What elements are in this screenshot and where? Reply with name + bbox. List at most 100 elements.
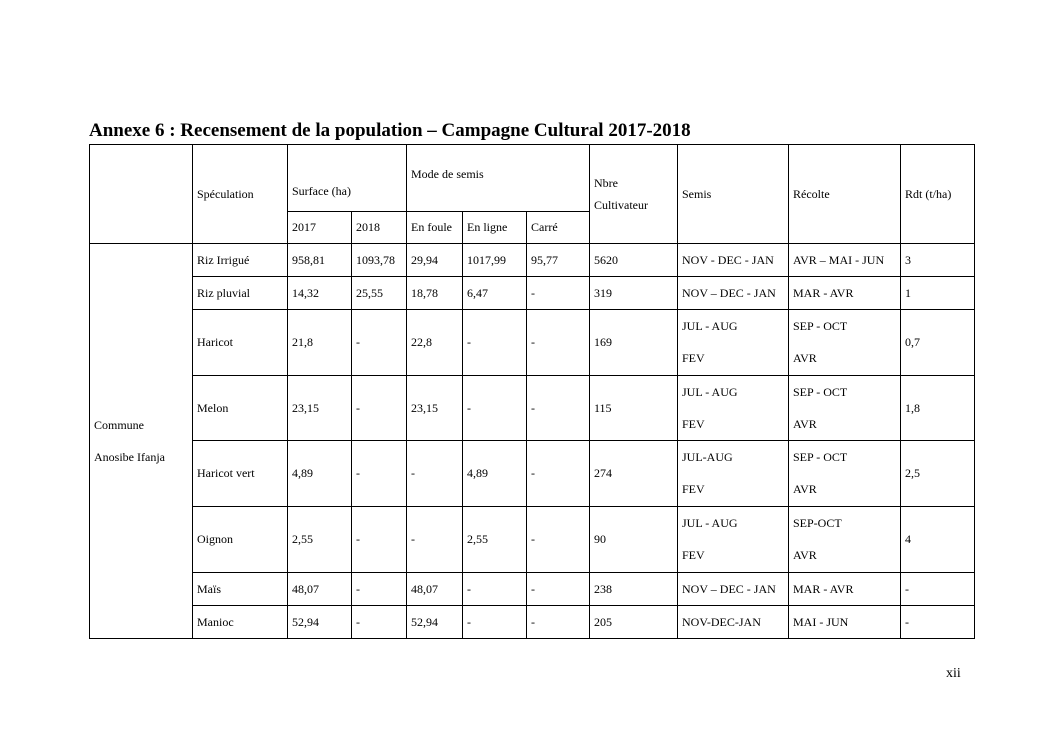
cell-text: Surface (ha) bbox=[292, 184, 351, 198]
table-cell: 90 bbox=[589, 506, 678, 573]
cell-text: AVR – MAI - JUN bbox=[793, 252, 885, 267]
table-cell: 0,7 bbox=[900, 309, 975, 376]
cell-text: Cultivateur bbox=[594, 198, 648, 212]
table-cell: 319 bbox=[589, 276, 678, 310]
table-cell: 1 bbox=[900, 276, 975, 310]
header-cell bbox=[89, 144, 193, 244]
cell-text: 23,15 bbox=[292, 400, 319, 415]
table-cell: MAI - JUN bbox=[788, 605, 901, 639]
table-cell: - bbox=[462, 375, 527, 441]
cell-text: - bbox=[467, 581, 471, 596]
cell-text: En foule bbox=[411, 220, 452, 234]
cell-text: NOV – DEC - JAN bbox=[682, 285, 776, 300]
cell-text: SEP - OCT bbox=[793, 318, 848, 333]
cell-text: - bbox=[531, 614, 535, 629]
cell-text: - bbox=[411, 532, 415, 546]
cell-text: 205 bbox=[594, 614, 612, 629]
cell-text: Carré bbox=[531, 220, 558, 234]
table-cell: - bbox=[351, 309, 407, 376]
table-cell: - bbox=[462, 309, 527, 376]
table-cell: - bbox=[351, 440, 407, 507]
header-cell: Récolte bbox=[788, 144, 901, 244]
table-cell: - bbox=[526, 440, 590, 507]
cell-text: 1,8 bbox=[905, 400, 920, 415]
cell-text: AVR bbox=[793, 351, 817, 366]
cell-text: Commune bbox=[94, 418, 144, 432]
table-cell: AVR – MAI - JUN bbox=[788, 243, 901, 277]
table-cell: Riz pluvial bbox=[192, 276, 288, 310]
table-cell: Maïs bbox=[192, 572, 288, 606]
cell-text: 5620 bbox=[594, 252, 618, 267]
table-cell: 274 bbox=[589, 440, 678, 507]
cell-text: NOV - DEC - JAN bbox=[682, 252, 774, 267]
cell-text: - bbox=[411, 466, 415, 480]
header-cell: Rdt (t/ha) bbox=[900, 144, 975, 244]
table-cell: 29,94 bbox=[406, 243, 463, 277]
cell-text: 2,55 bbox=[467, 532, 488, 546]
cell-text: 958,81 bbox=[292, 252, 325, 267]
cell-text: - bbox=[467, 335, 471, 349]
cell-text: Maïs bbox=[197, 581, 221, 596]
header-cell: Mode de semis bbox=[406, 144, 590, 212]
cell-text: MAI - JUN bbox=[793, 614, 849, 629]
table-cell: 1,8 bbox=[900, 375, 975, 441]
table-cell: 2,5 bbox=[900, 440, 975, 507]
table-cell: - bbox=[462, 605, 527, 639]
cell-text: JUL - AUG bbox=[682, 384, 738, 399]
table-cell: - bbox=[351, 375, 407, 441]
table-cell: Haricot vert bbox=[192, 440, 288, 507]
cell-text: MAR - AVR bbox=[793, 285, 854, 300]
table-cell: 5620 bbox=[589, 243, 678, 277]
table-cell: - bbox=[526, 276, 590, 310]
table-cell: Melon bbox=[192, 375, 288, 441]
cell-text: - bbox=[531, 466, 535, 480]
cell-text: - bbox=[467, 614, 471, 629]
cell-text: Nbre bbox=[594, 176, 618, 190]
cell-text: 1017,99 bbox=[467, 252, 506, 267]
cell-text: 29,94 bbox=[411, 252, 438, 267]
cell-text: FEV bbox=[682, 482, 705, 497]
cell-text: FEV bbox=[682, 351, 705, 366]
cell-text: - bbox=[356, 614, 360, 629]
cell-text: - bbox=[356, 581, 360, 596]
table-cell: - bbox=[526, 309, 590, 376]
table-cell: 14,32 bbox=[287, 276, 352, 310]
table-cell: 2,55 bbox=[287, 506, 352, 573]
cell-text: 2017 bbox=[292, 220, 316, 234]
table-cell: 169 bbox=[589, 309, 678, 376]
table-cell: 18,78 bbox=[406, 276, 463, 310]
table-cell: 48,07 bbox=[406, 572, 463, 606]
table-cell: - bbox=[406, 440, 463, 507]
cell-text: 52,94 bbox=[292, 614, 319, 629]
cell-text: 95,77 bbox=[531, 252, 558, 267]
cell-text: AVR bbox=[793, 482, 817, 497]
table-cell: Haricot bbox=[192, 309, 288, 376]
cell-text: 90 bbox=[594, 532, 606, 546]
table-cell: MAR - AVR bbox=[788, 572, 901, 606]
cell-text: SEP - OCT bbox=[793, 449, 848, 464]
header-cell: Semis bbox=[677, 144, 789, 244]
cell-text: Mode de semis bbox=[411, 167, 484, 181]
cell-text: 52,94 bbox=[411, 614, 438, 629]
table-cell: Riz Irrigué bbox=[192, 243, 288, 277]
cell-text: MAR - AVR bbox=[793, 581, 854, 596]
table-cell: - bbox=[406, 506, 463, 573]
table-cell: Manioc bbox=[192, 605, 288, 639]
cell-text: - bbox=[531, 400, 535, 415]
cell-text: - bbox=[531, 532, 535, 546]
cell-text: - bbox=[531, 285, 535, 300]
header-cell: 2017 bbox=[287, 211, 352, 244]
cell-text: JUL - AUG bbox=[682, 515, 738, 530]
cell-text: 6,47 bbox=[467, 285, 488, 300]
table-cell: 2,55 bbox=[462, 506, 527, 573]
cell-text: JUL-AUG bbox=[682, 449, 733, 464]
table-cell: JUL-AUG FEV bbox=[677, 440, 789, 507]
cell-text: AVR bbox=[793, 416, 817, 431]
table-cell: JUL - AUG FEV bbox=[677, 506, 789, 573]
cell-text: AVR bbox=[793, 548, 817, 563]
cell-text: JUL - AUG bbox=[682, 318, 738, 333]
page-number: xii bbox=[946, 666, 961, 681]
cell-text: 2018 bbox=[356, 220, 380, 234]
table-cell: 48,07 bbox=[287, 572, 352, 606]
cell-text: 115 bbox=[594, 400, 612, 415]
